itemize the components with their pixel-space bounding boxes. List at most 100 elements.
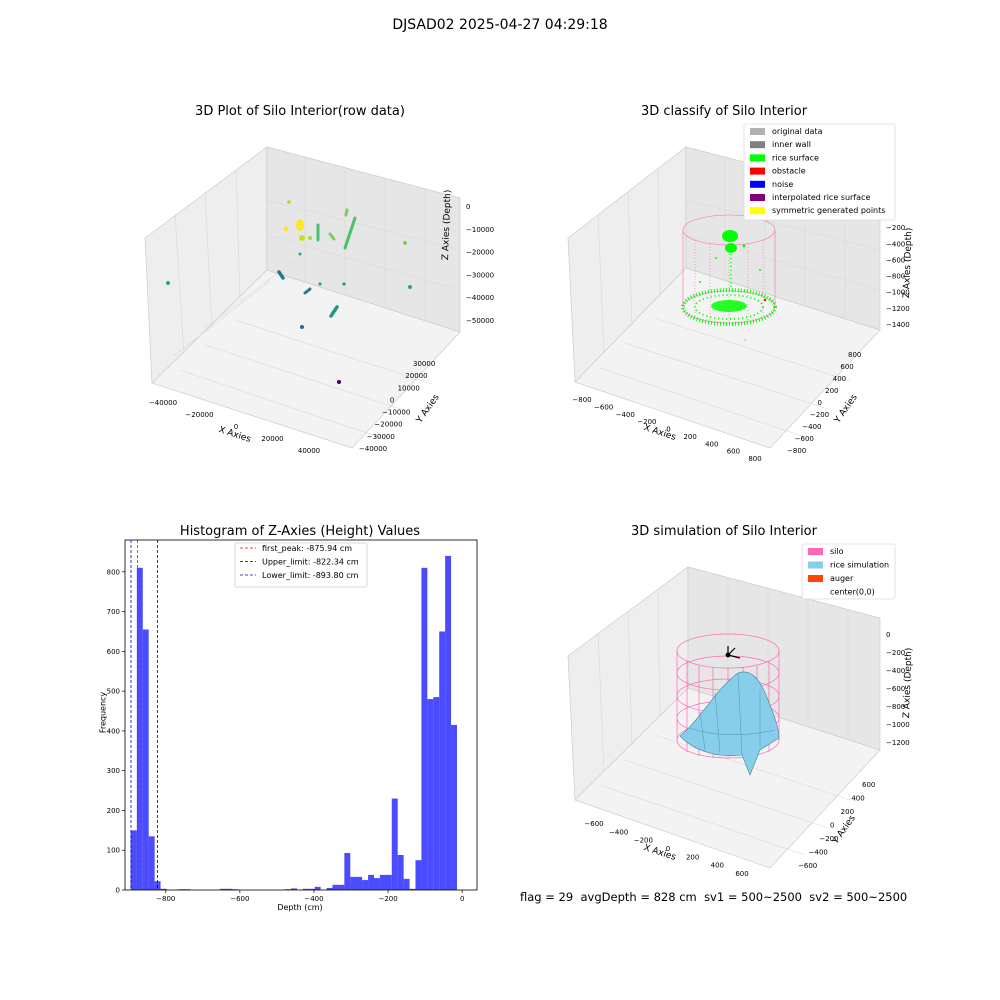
histogram-bar bbox=[427, 699, 434, 890]
classify-y-tick: −600 bbox=[795, 435, 814, 443]
x-tick-label: −400 bbox=[304, 895, 323, 903]
classify-y-tick: 600 bbox=[840, 363, 853, 371]
histogram-bar bbox=[451, 724, 457, 890]
legend-label: original data bbox=[772, 127, 823, 136]
classify-z-tick: −600 bbox=[886, 256, 905, 264]
raw-x-tick: 40000 bbox=[298, 447, 320, 455]
legend-label: rice surface bbox=[772, 153, 819, 162]
histogram-bar bbox=[344, 853, 351, 890]
legend-label: first_peak: -875.94 cm bbox=[262, 544, 352, 553]
classify-x-tick: 200 bbox=[683, 433, 696, 441]
histogram-legend: first_peak: -875.94 cm Upper_limit: -822.… bbox=[234, 542, 368, 588]
simulation-y-tick: −200 bbox=[819, 835, 838, 843]
simulation-rice-surface bbox=[679, 671, 780, 776]
simulation-x-tick: −200 bbox=[634, 837, 653, 845]
x-tick-label: −200 bbox=[378, 895, 397, 903]
classify-x-tick: 400 bbox=[705, 440, 718, 448]
histogram-bar bbox=[421, 567, 428, 890]
simulation-x-tick: −600 bbox=[584, 820, 603, 828]
histogram-bar bbox=[350, 876, 363, 890]
legend-swatch bbox=[750, 167, 765, 175]
histogram-x-label: Depth (cm) bbox=[277, 903, 323, 912]
simulation-z-tick: −600 bbox=[886, 685, 905, 693]
legend-label: symmetric generated points bbox=[772, 206, 885, 215]
legend-swatch bbox=[750, 154, 765, 162]
raw-y-tick: −10000 bbox=[382, 409, 410, 417]
simulation-y-tick: 0 bbox=[830, 822, 834, 830]
histogram-bar bbox=[130, 830, 137, 890]
classify-y-tick: 800 bbox=[848, 351, 861, 359]
legend-label: rice simulation bbox=[830, 561, 889, 570]
classify-x-tick: −200 bbox=[637, 418, 656, 426]
simulation-x-tick: 400 bbox=[711, 862, 724, 870]
classify-x-tick: 800 bbox=[748, 455, 761, 463]
raw-z-tick: −20000 bbox=[466, 249, 494, 257]
raw-pane-walls bbox=[144, 146, 461, 449]
sv2-value: sv2 = 500~2500 bbox=[809, 890, 908, 904]
legend-swatch bbox=[750, 180, 765, 188]
histogram-y-ticks: 0 100 200 300 400 500 600 700 800 bbox=[107, 568, 125, 895]
legend-label: silo bbox=[830, 547, 844, 556]
histogram-bar bbox=[302, 888, 315, 890]
histogram-bar bbox=[379, 874, 392, 890]
histogram-bar bbox=[160, 888, 167, 890]
raw-y-tick: 30000 bbox=[413, 360, 435, 368]
classify-x-tick: −600 bbox=[594, 403, 613, 411]
classify-y-tick: 400 bbox=[833, 375, 846, 383]
histogram-bar bbox=[142, 629, 149, 890]
histogram-bar bbox=[433, 697, 440, 890]
simulation-z-tick: 0 bbox=[886, 631, 890, 639]
raw-z-tick: 0 bbox=[466, 203, 470, 211]
classify-x-tick: −800 bbox=[572, 396, 591, 404]
simulation-z-tick: −1000 bbox=[886, 721, 910, 729]
y-tick-label: 800 bbox=[107, 568, 120, 576]
histogram-chart: −800 −600 −400 −200 0 0 100 200 300 400 500 600 700… bbox=[107, 539, 478, 903]
histogram-bar bbox=[439, 631, 446, 890]
raw-z-tick: −10000 bbox=[466, 226, 494, 234]
raw-x-tick: −40000 bbox=[149, 399, 177, 407]
y-tick-label: 0 bbox=[116, 887, 120, 895]
classify-z-tick: −1200 bbox=[886, 305, 910, 313]
y-tick-label: 600 bbox=[107, 648, 120, 656]
classify-x-tick: −400 bbox=[616, 411, 635, 419]
legend-swatch bbox=[750, 141, 765, 149]
histogram-bar bbox=[326, 888, 333, 890]
histogram-bars bbox=[130, 555, 457, 890]
simulation-pane-walls bbox=[567, 566, 881, 869]
raw-y-tick: −30000 bbox=[367, 433, 395, 441]
raw-3d-plot: −40000 −20000 0 20000 40000 30000 20000 10000 0 −… bbox=[144, 146, 494, 455]
legend-label: interpolated rice surface bbox=[772, 193, 870, 202]
y-tick-label: 400 bbox=[107, 727, 120, 735]
raw-y-tick: −40000 bbox=[359, 445, 387, 453]
avg-depth-value: avgDepth = 828 cm bbox=[580, 890, 697, 904]
simulation-legend: silo rice simulation auger center(0,0) bbox=[801, 543, 896, 600]
x-tick-label: 0 bbox=[460, 895, 464, 903]
flag-value: flag = 29 bbox=[520, 890, 574, 904]
raw-y-tick: 20000 bbox=[405, 372, 427, 380]
classify-legend: original data inner wall rice surface obsta… bbox=[743, 123, 896, 221]
raw-z-tick: −50000 bbox=[466, 317, 494, 325]
simulation-y-tick: −600 bbox=[798, 862, 817, 870]
raw-z-tick: −30000 bbox=[466, 271, 494, 279]
histogram-limit-lines bbox=[130, 540, 158, 890]
legend-label: Lower_limit: -893.80 cm bbox=[262, 571, 359, 580]
raw-z-tick: −40000 bbox=[466, 294, 494, 302]
figure-title: DJSAD02 2025-04-27 04:29:18 bbox=[392, 17, 608, 33]
classify-x-tick: 0 bbox=[666, 426, 670, 434]
histogram-bar bbox=[409, 888, 416, 890]
raw-axes: −40000 −20000 0 20000 40000 30000 20000 10000 0 −… bbox=[149, 203, 494, 455]
simulation-z-tick: −200 bbox=[886, 649, 905, 657]
classify-3d-plot: −800−600−400−200020040060080080060040020… bbox=[567, 123, 910, 463]
classify-axes: −800−600−400−200020040060080080060040020… bbox=[572, 208, 909, 463]
histogram-bar bbox=[391, 798, 398, 890]
histogram-bar bbox=[148, 836, 155, 890]
classify-y-tick: 200 bbox=[825, 387, 838, 395]
histogram-title: Histogram of Z-Axies (Height) Values bbox=[179, 524, 421, 539]
legend-label: inner wall bbox=[772, 140, 811, 149]
raw-grid bbox=[174, 157, 461, 441]
classify-z-tick: −1000 bbox=[886, 289, 910, 297]
histogram-bar bbox=[373, 878, 380, 890]
legend-swatch bbox=[808, 548, 823, 555]
simulation-y-tick: 600 bbox=[862, 781, 875, 789]
classify-y-tick: −800 bbox=[787, 447, 806, 455]
